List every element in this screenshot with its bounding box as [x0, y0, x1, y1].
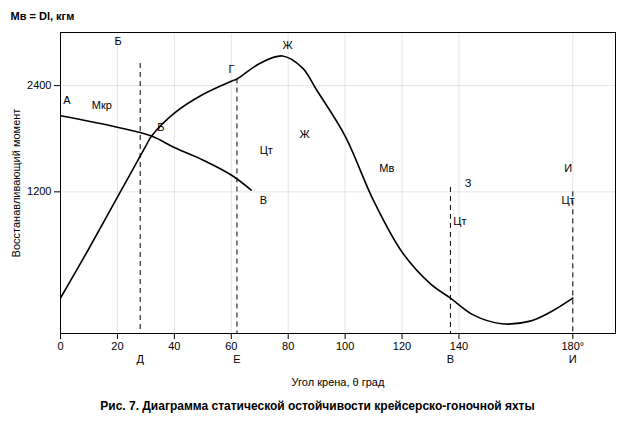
svg-text:Б: Б — [157, 121, 164, 133]
svg-text:140: 140 — [450, 340, 468, 352]
svg-text:Восстанавливающий момент: Восстанавливающий момент — [10, 109, 22, 258]
svg-text:Е: Е — [233, 353, 240, 365]
svg-text:Mв = Dl, кгм: Mв = Dl, кгм — [11, 10, 75, 22]
html-text:Рис. 7. Диаграмма статической: Рис. 7. Диаграмма статической остойчивос… — [100, 399, 535, 413]
svg-text:Mв: Mв — [379, 162, 394, 174]
svg-text:Цт: Цт — [453, 215, 466, 227]
svg-text:И: И — [564, 162, 572, 174]
svg-text:1200: 1200 — [27, 185, 51, 197]
svg-text:Угол крена, θ град: Угол крена, θ град — [292, 376, 385, 388]
svg-text:80: 80 — [282, 340, 294, 352]
svg-text:180°: 180° — [561, 340, 584, 352]
svg-text:Цт: Цт — [561, 194, 574, 206]
svg-text:Д: Д — [136, 353, 144, 365]
svg-text:100: 100 — [336, 340, 354, 352]
svg-text:40: 40 — [168, 340, 180, 352]
svg-text:Ж: Ж — [283, 39, 293, 51]
svg-text:2400: 2400 — [27, 79, 51, 91]
svg-text:0: 0 — [57, 340, 63, 352]
svg-text:60: 60 — [225, 340, 237, 352]
svg-text:И: И — [569, 353, 577, 365]
svg-text:З: З — [465, 177, 472, 189]
svg-text:Ж: Ж — [300, 128, 310, 140]
svg-text:Mкр: Mкр — [92, 99, 112, 111]
svg-text:В: В — [260, 194, 267, 206]
svg-text:Г: Г — [228, 63, 234, 75]
svg-text:120: 120 — [393, 340, 411, 352]
svg-text:В: В — [447, 353, 454, 365]
svg-text:Б: Б — [115, 35, 122, 47]
svg-text:Цт: Цт — [260, 144, 273, 156]
svg-text:20: 20 — [111, 340, 123, 352]
svg-text:А: А — [63, 94, 71, 106]
